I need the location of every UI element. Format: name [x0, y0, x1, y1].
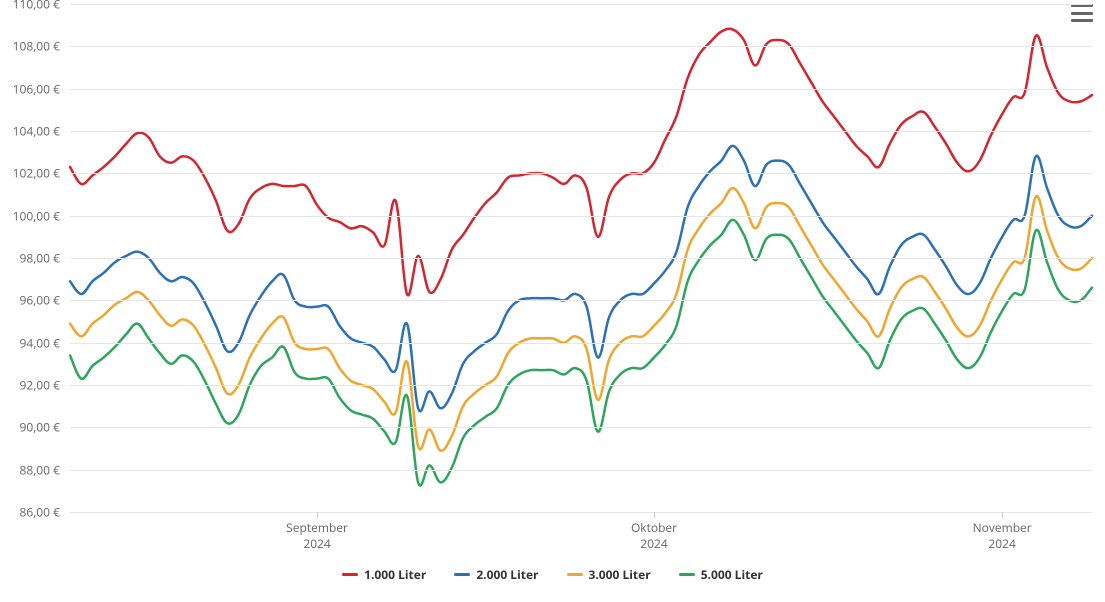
gridline — [70, 470, 1092, 471]
gridline — [70, 89, 1092, 90]
legend-swatch — [342, 573, 358, 576]
legend-label: 5.000 Liter — [701, 566, 763, 583]
y-tick-label: 86,00 € — [0, 504, 60, 521]
legend-item[interactable]: 5.000 Liter — [679, 566, 763, 583]
plot-area — [70, 4, 1092, 512]
gridline — [70, 46, 1092, 47]
legend-item[interactable]: 1.000 Liter — [342, 566, 426, 583]
y-tick-label: 108,00 € — [0, 38, 60, 55]
legend-swatch — [679, 573, 695, 576]
series-line — [70, 188, 1092, 451]
chart-legend: 1.000 Liter 2.000 Liter 3.000 Liter 5.000 L… — [0, 566, 1105, 583]
y-tick-label: 88,00 € — [0, 461, 60, 478]
x-tick-mark — [654, 512, 655, 518]
y-tick-label: 98,00 € — [0, 250, 60, 267]
series-line — [70, 220, 1092, 486]
y-tick-label: 92,00 € — [0, 377, 60, 394]
gridline — [70, 427, 1092, 428]
gridline — [70, 385, 1092, 386]
x-tick-mark — [317, 512, 318, 518]
y-tick-label: 94,00 € — [0, 334, 60, 351]
legend-item[interactable]: 2.000 Liter — [454, 566, 538, 583]
y-tick-label: 96,00 € — [0, 292, 60, 309]
gridline — [70, 216, 1092, 217]
legend-label: 2.000 Liter — [476, 566, 538, 583]
y-tick-label: 106,00 € — [0, 80, 60, 97]
gridline — [70, 4, 1092, 5]
legend-swatch — [454, 573, 470, 576]
gridline — [70, 258, 1092, 259]
price-line-chart: 86,00 € 88,00 € 90,00 € 92,00 € 94,00 € 96,00… — [0, 0, 1105, 602]
gridline — [70, 512, 1092, 513]
y-tick-label: 104,00 € — [0, 123, 60, 140]
x-tick-mark — [1002, 512, 1003, 518]
y-tick-label: 90,00 € — [0, 419, 60, 436]
legend-item[interactable]: 3.000 Liter — [567, 566, 651, 583]
y-tick-label: 100,00 € — [0, 207, 60, 224]
x-tick-label: November2024 — [973, 520, 1032, 551]
gridline — [70, 131, 1092, 132]
gridline — [70, 173, 1092, 174]
y-tick-label: 102,00 € — [0, 165, 60, 182]
x-tick-label: Oktober2024 — [631, 520, 677, 551]
y-tick-label: 110,00 € — [0, 0, 60, 13]
legend-label: 3.000 Liter — [589, 566, 651, 583]
legend-swatch — [567, 573, 583, 576]
legend-label: 1.000 Liter — [364, 566, 426, 583]
gridline — [70, 343, 1092, 344]
x-tick-label: September2024 — [286, 520, 348, 551]
gridline — [70, 300, 1092, 301]
